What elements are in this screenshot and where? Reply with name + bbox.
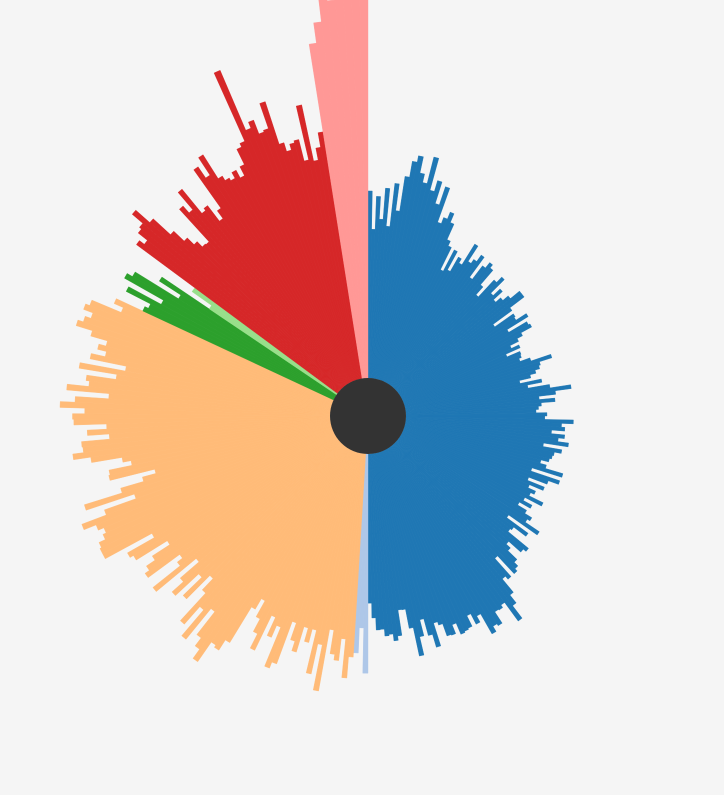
- radial-bar-g2-46: [146, 437, 338, 571]
- radial-bar-g5-34: [259, 101, 357, 381]
- radial-bar-g0-6: [372, 183, 400, 379]
- radial-bar-g2-58: [81, 429, 333, 531]
- radial-bar-g0-144: [381, 450, 456, 636]
- radial-bar-g2-45: [144, 437, 338, 578]
- radial-bar-g0-134: [387, 447, 503, 626]
- radial-bar-g0-61: [402, 351, 522, 403]
- radial-bar-g0-130: [390, 445, 523, 622]
- radial-bar-g0-79: [405, 405, 539, 415]
- radial-bar-g5-5: [149, 218, 341, 392]
- radial-bar-g0-159: [370, 453, 390, 637]
- radial-bar-g2-47: [151, 436, 337, 561]
- radial-bar-g0-78: [405, 402, 542, 415]
- radial-bar-g0-118: [396, 439, 529, 552]
- radial-bar-g0-59: [402, 344, 521, 401]
- radial-bar-g0-111: [399, 435, 533, 522]
- radial-bar-g0-142: [382, 450, 466, 635]
- bars-layer: [59, 0, 574, 692]
- radial-bar-g2-77: [72, 413, 331, 420]
- radial-bar-g0-75: [405, 390, 556, 412]
- radial-bar-g5-4: [131, 209, 340, 392]
- radial-bar-g0-25: [385, 249, 458, 383]
- radial-bar-g6-2: [318, 0, 365, 379]
- radial-bar-g0-91: [405, 422, 563, 454]
- radial-bar-g0-93: [404, 423, 553, 460]
- radial-bar-g2-62: [120, 426, 332, 494]
- radial-bar-g0-29: [387, 243, 479, 385]
- radial-bar-g0-62: [402, 354, 522, 403]
- radial-bar-g5-8: [193, 241, 342, 390]
- radial-bar-g5-31: [248, 119, 355, 382]
- radial-bar-g2-65: [108, 424, 332, 481]
- radial-bar-g0-87: [405, 419, 565, 439]
- radial-bar-g5-6: [170, 230, 341, 391]
- radial-bar-g0-152: [375, 452, 425, 657]
- radial-bar-g2-1: [341, 453, 366, 679]
- radial-bar-g2-32: [181, 444, 345, 640]
- radial-bar-g5-9: [202, 243, 343, 390]
- radial-bar-g2-13: [290, 451, 357, 642]
- radial-bar-g2-74: [86, 417, 331, 436]
- radial-bar-g0-20: [381, 211, 455, 382]
- radial-bar-g2-70: [72, 420, 331, 460]
- radial-bar-g0-77: [405, 397, 556, 414]
- radial-bar-g0-22: [383, 239, 451, 382]
- center-hub: [330, 378, 406, 454]
- radial-bar-g2-29: [194, 446, 347, 650]
- radial-bar-g0-48: [397, 307, 513, 394]
- radial-bar-g0-21: [382, 222, 455, 382]
- radial-bar-g0-148: [378, 451, 442, 648]
- radial-bar-g0-4: [370, 187, 391, 379]
- radial-bar-g2-53: [99, 432, 335, 554]
- radial-bar-g0-52: [399, 313, 529, 397]
- radial-bar-g2-50: [127, 434, 336, 558]
- radial-bar-g5-18: [193, 166, 347, 386]
- radial-bar-g0-66: [403, 361, 541, 406]
- radial-bar-g5-15: [203, 205, 346, 387]
- radial-bar-g0-104: [402, 431, 536, 495]
- radial-bar-g2-88: [89, 353, 332, 409]
- radial-bar-g0-102: [402, 429, 545, 491]
- radial-bar-g2-61: [84, 427, 333, 511]
- radial-bar-g6-3: [326, 0, 366, 379]
- radial-bar-g2-30: [196, 445, 346, 639]
- radial-bar-g0-68: [404, 369, 537, 407]
- radial-bar-g2-82: [66, 383, 331, 413]
- radial-bar-g0-115: [397, 438, 529, 537]
- radial-bar-g0-13: [377, 156, 440, 380]
- radial-bar-g2-72: [81, 419, 331, 448]
- radial-bar-g2-97: [89, 299, 334, 403]
- radial-bar-g2-99: [113, 298, 334, 401]
- radial-bar-g0-157: [372, 453, 399, 642]
- radial-bar-g0-11: [375, 172, 425, 380]
- radial-bar-g2-42: [152, 439, 340, 592]
- radial-bar-g2-66: [108, 423, 332, 476]
- radial-bar-g0-36: [391, 267, 494, 388]
- radial-bar-g5-29: [213, 70, 354, 382]
- radial-bar-g2-94: [83, 316, 333, 405]
- radial-bar-g3-5: [132, 271, 336, 397]
- radial-bar-g2-18: [266, 450, 354, 638]
- radial-bar-g5-22: [224, 177, 350, 384]
- radial-bar-g5-35: [278, 142, 358, 381]
- radial-bar-g0-94: [404, 424, 550, 463]
- radial-bar-g5-7: [183, 237, 342, 391]
- radial-bar-g0-69: [404, 374, 532, 408]
- radial-bar-g3-0: [142, 306, 335, 401]
- radial-bar-g0-57: [401, 338, 519, 400]
- radial-bar-g0-161: [369, 453, 381, 631]
- radial-bar-g2-90: [97, 343, 332, 408]
